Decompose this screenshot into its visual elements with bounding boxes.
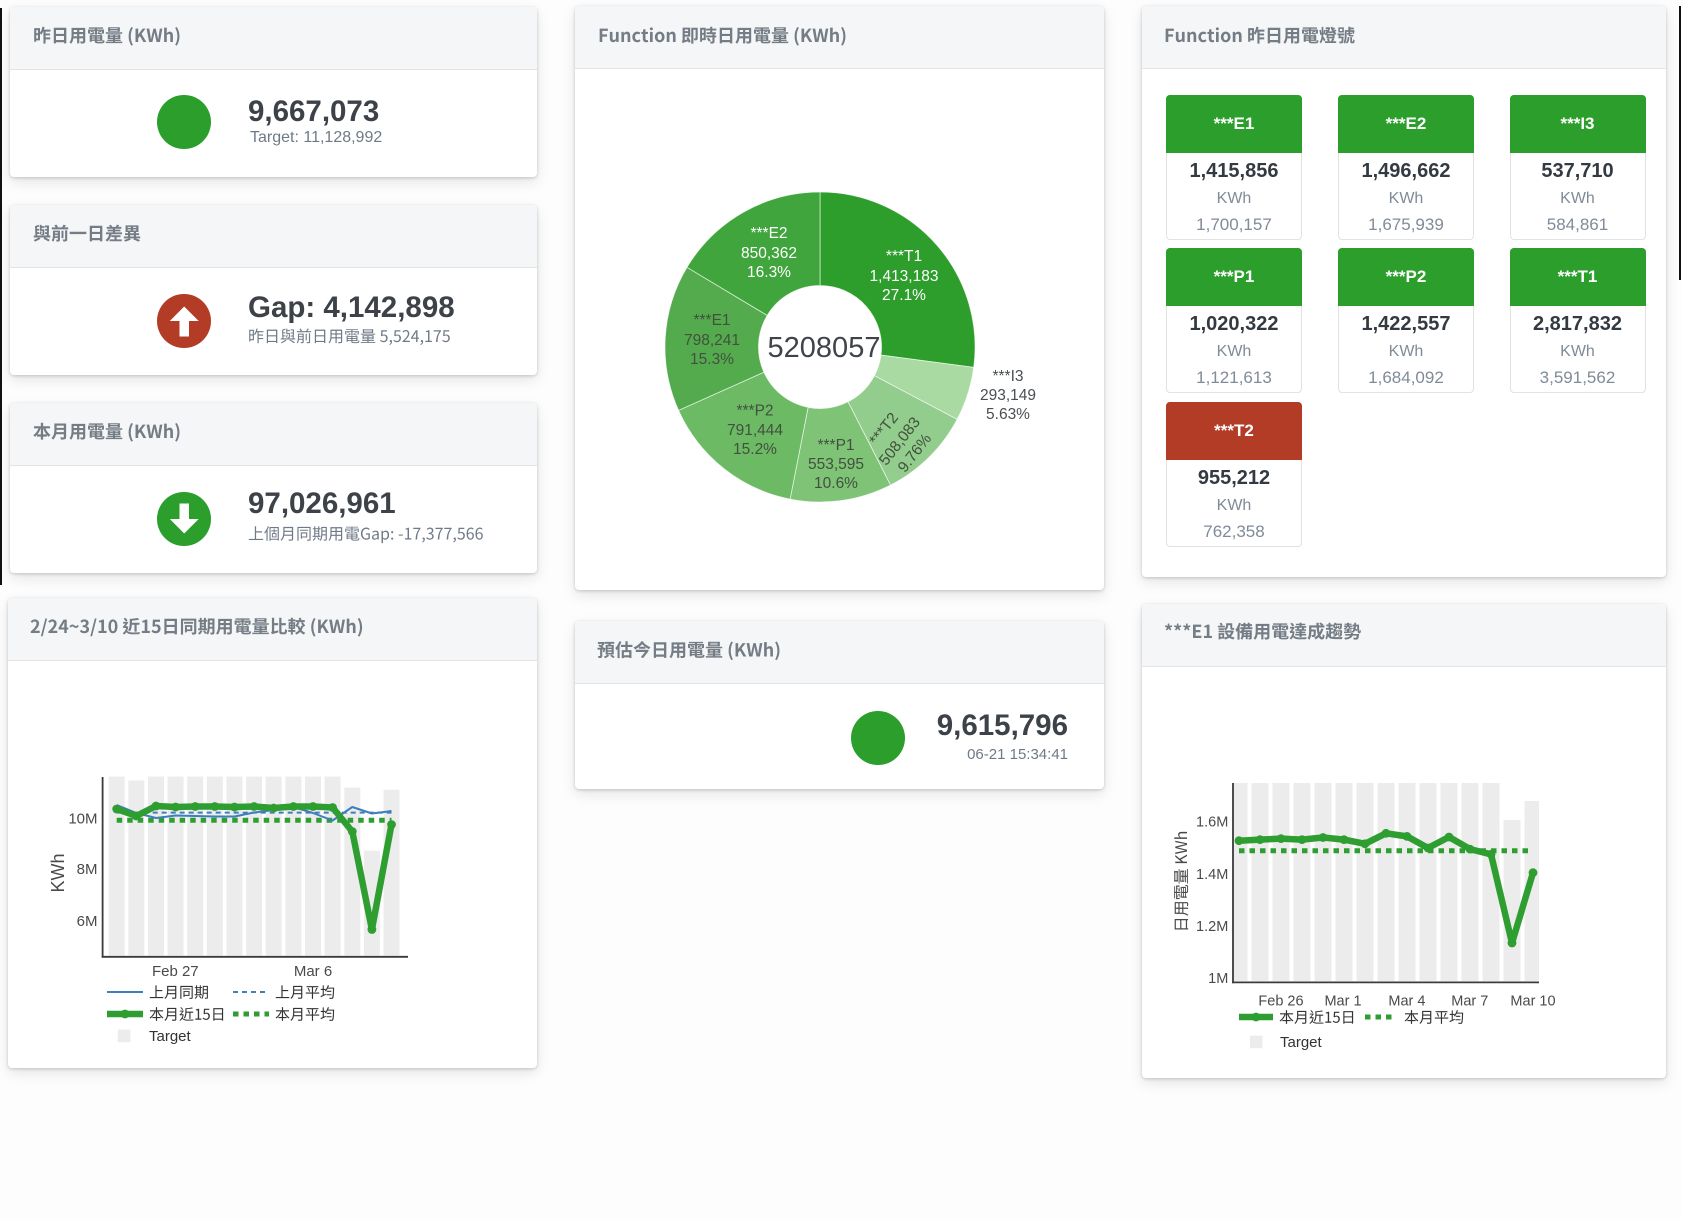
svg-text:1.4M: 1.4M — [1196, 867, 1228, 883]
svg-text:1.2M: 1.2M — [1196, 919, 1228, 935]
svg-text:798,241: 798,241 — [684, 332, 740, 349]
svg-text:5208057: 5208057 — [768, 332, 881, 364]
svg-text:***P1: ***P1 — [817, 437, 854, 454]
svg-text:10M: 10M — [68, 810, 97, 827]
svg-text:Mar 7: Mar 7 — [1451, 994, 1488, 1010]
svg-text:KWh: KWh — [48, 853, 68, 892]
svg-text:Target: Target — [149, 1028, 192, 1045]
svg-text:Feb 26: Feb 26 — [1258, 994, 1303, 1010]
svg-text:16.3%: 16.3% — [747, 264, 791, 281]
svg-text:791,444: 791,444 — [727, 422, 783, 439]
svg-text:Mar 6: Mar 6 — [294, 963, 332, 980]
svg-text:8M: 8M — [77, 861, 98, 878]
svg-text:1.6M: 1.6M — [1196, 815, 1228, 831]
svg-text:***E1: ***E1 — [693, 312, 730, 329]
svg-text:27.1%: 27.1% — [882, 287, 926, 304]
svg-text:Feb 27: Feb 27 — [152, 963, 199, 980]
svg-text:15.2%: 15.2% — [733, 441, 777, 458]
svg-text:1,413,183: 1,413,183 — [870, 268, 939, 285]
svg-text:***P2: ***P2 — [736, 403, 773, 420]
svg-text:***T1: ***T1 — [886, 248, 922, 265]
svg-text:850,362: 850,362 — [741, 245, 797, 262]
svg-text:553,595: 553,595 — [808, 456, 864, 473]
svg-text:Mar 10: Mar 10 — [1510, 994, 1555, 1010]
svg-text:Mar 4: Mar 4 — [1388, 994, 1425, 1010]
svg-text:Mar 1: Mar 1 — [1324, 994, 1361, 1010]
svg-text:10.6%: 10.6% — [814, 475, 858, 492]
svg-text:293,149: 293,149 — [980, 387, 1036, 404]
svg-text:***I3: ***I3 — [992, 368, 1023, 385]
svg-text:15.3%: 15.3% — [690, 351, 734, 368]
svg-text:5.63%: 5.63% — [986, 406, 1030, 423]
svg-text:***E2: ***E2 — [750, 225, 787, 242]
svg-text:1M: 1M — [1208, 971, 1228, 987]
svg-text:6M: 6M — [77, 913, 98, 930]
svg-text:Target: Target — [1280, 1034, 1323, 1051]
